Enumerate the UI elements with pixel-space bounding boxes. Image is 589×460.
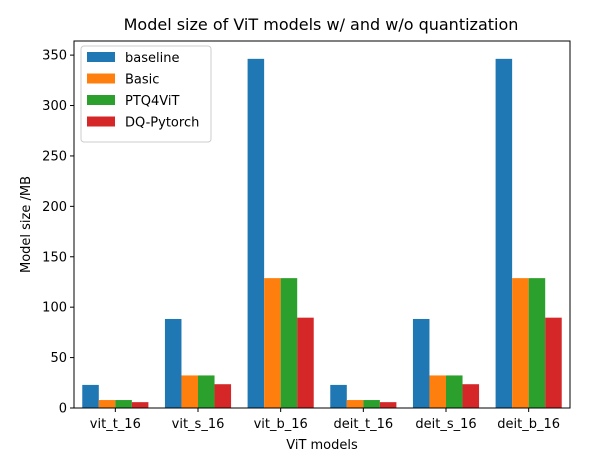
bar-ptq4vit-vit-t-16 (115, 400, 132, 408)
bar-ptq4vit-vit-s-16 (198, 375, 215, 408)
bar-dq-pytorch-vit-t-16 (131, 402, 149, 408)
bar-baseline-vit-s-16 (164, 318, 182, 408)
bar-basic-deit-t-16 (346, 400, 364, 408)
bar-basic-vit-b-16 (264, 278, 281, 408)
bar-dq-pytorch-deit-b-16 (545, 317, 562, 408)
legend-swatch (87, 52, 115, 62)
legend-label: DQ-Pytorch (125, 116, 199, 131)
y-axis: 0 50 100 150 200 250 300 350 (42, 49, 74, 417)
legend-swatch (87, 116, 115, 127)
bars (82, 58, 562, 408)
y-tick-label: 50 (50, 351, 67, 366)
x-tick-label: deit_s_16 (415, 417, 476, 432)
bar-ptq4vit-deit-s-16 (446, 375, 463, 408)
legend-label: PTQ4ViT (125, 94, 180, 109)
bar-baseline-vit-b-16 (247, 58, 265, 408)
bar-ptq4vit-deit-b-16 (528, 278, 546, 408)
bar-baseline-deit-s-16 (412, 318, 430, 408)
x-axis: vit_t_16 vit_s_16 vit_b_16 deit_t_16 deit_s_… (90, 408, 560, 432)
y-tick-label: 200 (42, 200, 67, 215)
bar-basic-vit-t-16 (98, 400, 116, 408)
bar-dq-pytorch-deit-s-16 (462, 384, 480, 408)
x-tick-label: vit_t_16 (90, 417, 141, 432)
y-tick-label: 100 (42, 301, 67, 316)
plot-frame (73, 40, 571, 409)
y-axis-label: Model size /MB (19, 176, 34, 273)
x-tick-label: vit_s_16 (172, 417, 225, 432)
y-tick-label: 350 (42, 49, 67, 64)
legend: baseline Basic PTQ4ViT DQ-Pytorch (80, 45, 212, 143)
legend-swatch (87, 95, 115, 105)
bar-baseline-deit-t-16 (330, 384, 347, 408)
x-tick-label: vit_b_16 (254, 417, 308, 432)
x-tick-label: deit_b_16 (497, 417, 560, 432)
bar-baseline-deit-b-16 (495, 58, 513, 408)
bar-basic-deit-s-16 (429, 375, 446, 408)
y-tick-label: 250 (42, 149, 67, 164)
bar-ptq4vit-deit-t-16 (363, 400, 380, 408)
legend-swatch (87, 73, 115, 84)
bar-basic-deit-b-16 (512, 278, 529, 408)
y-tick-label: 150 (42, 250, 67, 265)
x-tick-label: deit_t_16 (334, 417, 394, 432)
bar-basic-vit-s-16 (181, 375, 198, 408)
y-tick-label: 0 (59, 402, 67, 417)
bar-dq-pytorch-deit-t-16 (379, 402, 397, 408)
legend-label: baseline (125, 51, 179, 66)
bar-dq-pytorch-vit-s-16 (214, 384, 232, 408)
x-axis-label: ViT models (286, 438, 358, 453)
bar-ptq4vit-vit-b-16 (280, 278, 298, 408)
y-tick-label: 300 (42, 99, 67, 114)
chart-title: Model size of ViT models w/ and w/o quan… (124, 15, 519, 34)
bar-baseline-vit-t-16 (82, 384, 99, 408)
legend-label: Basic (125, 73, 159, 88)
bar-dq-pytorch-vit-b-16 (297, 317, 314, 408)
